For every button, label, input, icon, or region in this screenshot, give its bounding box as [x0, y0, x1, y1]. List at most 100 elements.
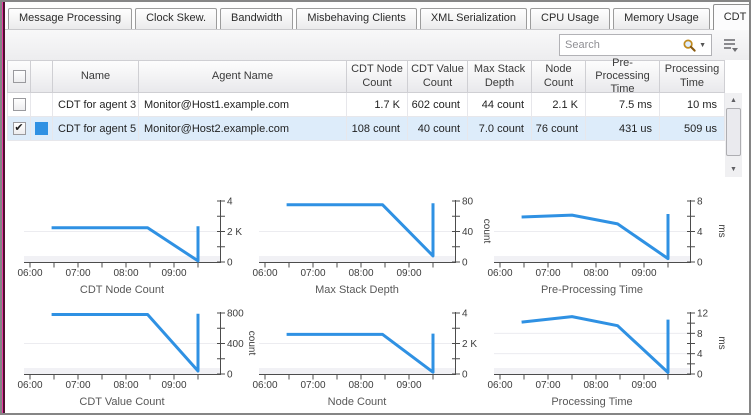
- col-header-name[interactable]: Name: [53, 60, 139, 93]
- tab-bandwidth[interactable]: Bandwidth: [220, 8, 294, 29]
- svg-text:count: count: [246, 331, 257, 356]
- svg-text:2 K: 2 K: [462, 339, 477, 350]
- svg-text:06:00: 06:00: [252, 268, 277, 279]
- table-row[interactable]: CDT for agent 3 Monitor@Host1.example.co…: [7, 93, 749, 117]
- series-color-swatch: [35, 122, 48, 135]
- row-checkbox[interactable]: [12, 98, 26, 111]
- svg-text:06:00: 06:00: [487, 380, 512, 391]
- tab-cpu-usage[interactable]: CPU Usage: [530, 8, 611, 29]
- svg-text:07:00: 07:00: [65, 268, 90, 279]
- cell-pre-processing-time: 7.5 ms: [586, 93, 660, 117]
- row-swatch-cell: [31, 117, 53, 141]
- svg-text:8: 8: [697, 329, 703, 340]
- svg-text:8: 8: [697, 197, 703, 208]
- svg-text:Max Stack Depth: Max Stack Depth: [315, 284, 399, 296]
- svg-text:09:00: 09:00: [631, 380, 656, 391]
- svg-text:08:00: 08:00: [113, 380, 138, 391]
- charts-grid: 06:00 07:00 08:00 09:00 0 2 K 4 CDT Node Count 0…: [2, 188, 749, 412]
- svg-text:08:00: 08:00: [348, 380, 373, 391]
- table-row[interactable]: ✔ CDT for agent 5 Monitor@Host2.example.…: [7, 117, 749, 141]
- tab-xml-serialization[interactable]: XML Serialization: [419, 8, 528, 29]
- row-checkbox-cell: [7, 93, 31, 117]
- row-checkbox[interactable]: ✔: [12, 122, 26, 135]
- svg-text:08:00: 08:00: [583, 268, 608, 279]
- svg-text:Processing Time: Processing Time: [551, 396, 632, 408]
- svg-text:400: 400: [227, 339, 244, 350]
- svg-text:06:00: 06:00: [17, 380, 42, 391]
- window-left-accent: [2, 2, 5, 413]
- scrollbar-thumb[interactable]: [726, 108, 741, 156]
- svg-text:40: 40: [462, 227, 474, 238]
- svg-text:09:00: 09:00: [161, 268, 186, 279]
- chart-processing-time: 06:00 07:00 08:00 09:00 0 4 8 12 ms Processing Ti…: [487, 300, 727, 412]
- cell-agent-name: Monitor@Host2.example.com: [139, 117, 347, 141]
- cell-max-stack-depth: 44 count: [468, 93, 532, 117]
- svg-text:08:00: 08:00: [348, 268, 373, 279]
- chart-cdt-value-count: 06:00 07:00 08:00 09:00 0 400 800 count CDT Valu…: [17, 300, 257, 412]
- svg-text:12: 12: [697, 309, 709, 320]
- svg-text:06:00: 06:00: [252, 380, 277, 391]
- svg-text:0: 0: [697, 370, 703, 381]
- svg-text:Pre-Processing Time: Pre-Processing Time: [541, 284, 643, 296]
- svg-text:08:00: 08:00: [113, 268, 138, 279]
- cell-cdt-value-count: 602 count: [408, 93, 468, 117]
- svg-text:2 K: 2 K: [227, 227, 242, 238]
- col-header-cdt-value-count[interactable]: CDT Value Count: [408, 60, 468, 93]
- search-icon[interactable]: [682, 38, 697, 53]
- tab-clock-skew[interactable]: Clock Skew.: [135, 8, 218, 29]
- col-header-node-count[interactable]: Node Count: [532, 60, 586, 93]
- svg-text:07:00: 07:00: [300, 380, 325, 391]
- cell-name: CDT for agent 5: [53, 117, 139, 141]
- svg-text:09:00: 09:00: [161, 380, 186, 391]
- select-all-cell: [7, 60, 31, 93]
- search-box: ▼: [559, 34, 712, 56]
- col-header-max-stack-depth[interactable]: Max Stack Depth: [468, 60, 532, 93]
- select-all-checkbox[interactable]: [12, 70, 26, 83]
- cell-cdt-node-count: 108 count: [347, 117, 408, 141]
- scroll-up-button[interactable]: ▲: [725, 93, 742, 108]
- svg-text:07:00: 07:00: [65, 380, 90, 391]
- col-header-cdt-node-count[interactable]: CDT Node Count: [347, 60, 408, 93]
- cdt-table: Name Agent Name CDT Node Count CDT Value…: [7, 57, 749, 177]
- svg-text:80: 80: [462, 197, 474, 208]
- svg-text:4: 4: [462, 309, 468, 320]
- tab-memory-usage[interactable]: Memory Usage: [613, 8, 710, 29]
- svg-text:0: 0: [697, 258, 703, 269]
- tab-cdt-submission[interactable]: CDT Submission: [712, 4, 749, 30]
- svg-text:count: count: [481, 219, 492, 244]
- column-chooser-icon[interactable]: [721, 36, 739, 54]
- col-header-pre-processing-time[interactable]: Pre-Processing Time: [586, 57, 660, 95]
- svg-text:07:00: 07:00: [535, 268, 560, 279]
- svg-text:06:00: 06:00: [487, 268, 512, 279]
- chart-pre-processing-time: 06:00 07:00 08:00 09:00 0 4 8 ms Pre-Processing …: [487, 188, 727, 300]
- tab-message-processing[interactable]: Message Processing: [8, 8, 133, 29]
- svg-text:0: 0: [462, 258, 468, 269]
- svg-text:4: 4: [227, 197, 233, 208]
- svg-text:0: 0: [462, 370, 468, 381]
- svg-text:ms: ms: [716, 336, 727, 349]
- col-header-agent-name[interactable]: Agent Name: [139, 60, 347, 93]
- search-input[interactable]: [560, 39, 683, 51]
- cell-agent-name: Monitor@Host1.example.com: [139, 93, 347, 117]
- tab-misbehaving-clients[interactable]: Misbehaving Clients: [296, 8, 417, 29]
- table-header-row: Name Agent Name CDT Node Count CDT Value…: [7, 57, 749, 95]
- chart-cdt-node-count: 06:00 07:00 08:00 09:00 0 2 K 4 CDT Node Count: [17, 188, 253, 300]
- svg-text:09:00: 09:00: [396, 268, 421, 279]
- tab-strip: Message Processing Clock Skew. Bandwidth…: [2, 2, 749, 30]
- cell-node-count: 2.1 K: [532, 93, 586, 117]
- search-options-arrow-icon[interactable]: ▼: [699, 41, 706, 49]
- cell-cdt-value-count: 40 count: [408, 117, 468, 141]
- svg-text:09:00: 09:00: [631, 268, 656, 279]
- svg-text:08:00: 08:00: [583, 380, 608, 391]
- row-swatch-cell: [31, 93, 53, 117]
- col-header-processing-time[interactable]: Processing Time: [660, 60, 725, 93]
- series-color-swatch: [35, 98, 48, 111]
- svg-text:0: 0: [227, 258, 233, 269]
- cell-name: CDT for agent 3: [53, 93, 139, 117]
- chart-node-count: 06:00 07:00 08:00 09:00 0 2 K 4 Node Count: [252, 300, 488, 412]
- scroll-down-button[interactable]: ▼: [725, 162, 742, 177]
- swatch-header-cell: [31, 60, 53, 93]
- svg-text:CDT Value Count: CDT Value Count: [79, 396, 164, 408]
- cell-max-stack-depth: 7.0 count: [468, 117, 532, 141]
